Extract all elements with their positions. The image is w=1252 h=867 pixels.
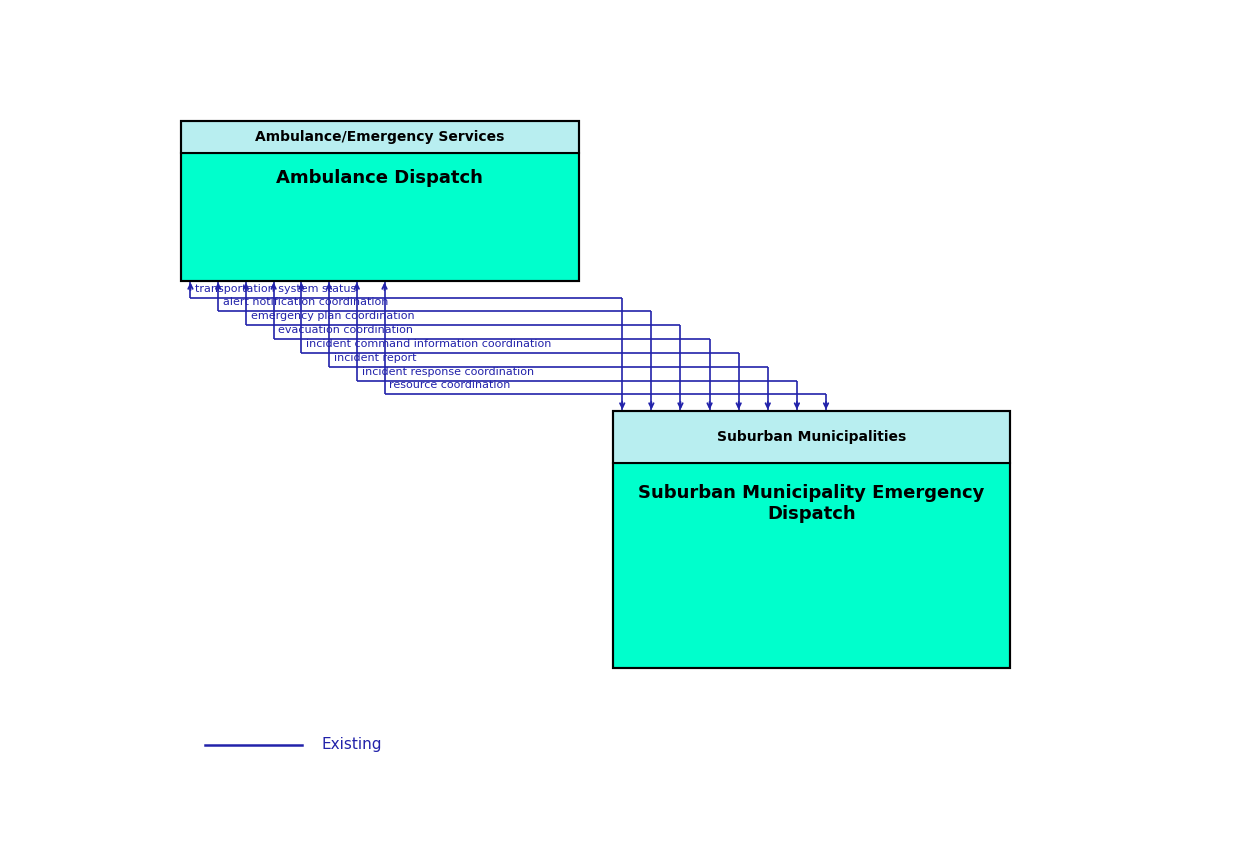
Text: evacuation coordination: evacuation coordination <box>278 325 413 336</box>
Text: Ambulance/Emergency Services: Ambulance/Emergency Services <box>255 130 505 144</box>
Text: Ambulance Dispatch: Ambulance Dispatch <box>277 169 483 187</box>
Bar <box>180 121 578 153</box>
Text: incident report: incident report <box>334 353 417 362</box>
Bar <box>180 121 578 281</box>
Text: incident command information coordination: incident command information coordinatio… <box>307 339 552 349</box>
Bar <box>612 411 1010 668</box>
Text: incident response coordination: incident response coordination <box>362 367 533 376</box>
Text: transportation system status: transportation system status <box>195 284 357 294</box>
Text: emergency plan coordination: emergency plan coordination <box>250 311 414 322</box>
Text: Suburban Municipalities: Suburban Municipalities <box>717 430 906 444</box>
Bar <box>612 411 1010 462</box>
Bar <box>612 462 1010 668</box>
Text: alert notification coordination: alert notification coordination <box>223 297 388 308</box>
Text: Existing: Existing <box>322 738 382 753</box>
Bar <box>180 153 578 281</box>
Text: Suburban Municipality Emergency
Dispatch: Suburban Municipality Emergency Dispatch <box>639 485 984 523</box>
Text: resource coordination: resource coordination <box>389 381 511 390</box>
